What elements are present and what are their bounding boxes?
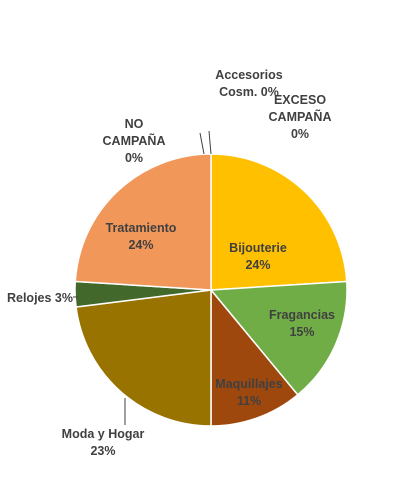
leader-line-accesorios-cosm	[199, 132, 205, 155]
pie-slice-bijouterie	[210, 153, 348, 291]
pie-slices	[74, 153, 348, 427]
pie-slice-maquillajes	[210, 287, 299, 427]
data-label-moda-y-hogar: Moda y Hogar 23%	[62, 427, 145, 458]
leader-lines	[73, 130, 212, 425]
data-label-relojes: Relojes 3%	[7, 291, 73, 305]
pie-slice-fragancias	[209, 280, 348, 396]
data-label-maquillajes: Maquillajes 11%	[215, 377, 282, 408]
leader-line-exceso-campana	[208, 130, 212, 155]
data-label-no-campana: NO CAMPAÑA 0%	[103, 117, 166, 165]
data-label-exceso-campana: EXCESO CAMPAÑA 0%	[269, 93, 332, 141]
pie-slice-tratamiento	[74, 153, 212, 291]
data-label-fragancias: Fragancias 15%	[269, 308, 335, 339]
slice-labels: Bijouterie 24% Fragancias 15% Maquillajes 11%…	[7, 68, 335, 458]
pie-slice-moda-y-hogar	[75, 289, 212, 427]
data-label-tratamiento: Tratamiento 24%	[106, 221, 177, 252]
data-label-accesorios-cosm: Accesorios Cosm. 0%	[215, 68, 282, 99]
data-label-bijouterie: Bijouterie 24%	[229, 241, 287, 272]
